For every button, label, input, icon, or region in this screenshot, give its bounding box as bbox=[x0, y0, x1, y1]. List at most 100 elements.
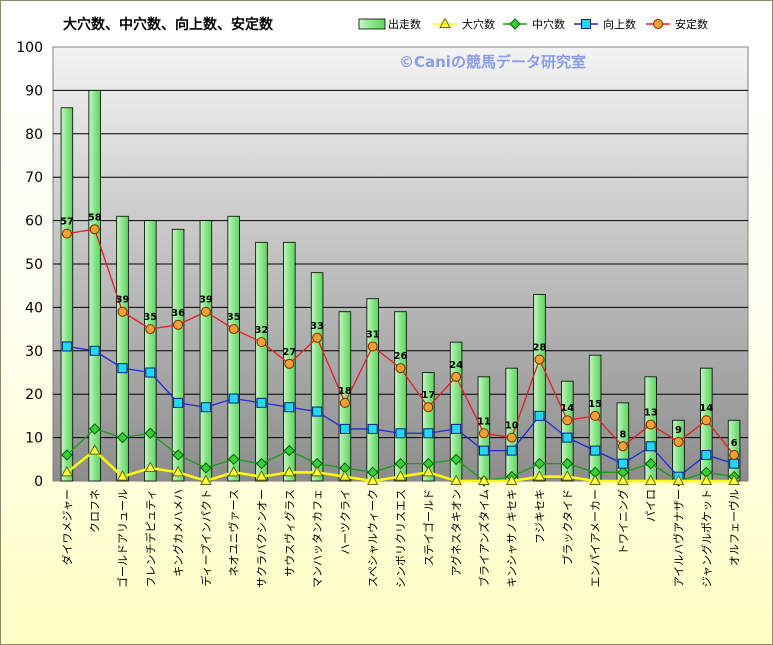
legend-swatch bbox=[358, 18, 386, 30]
point bbox=[645, 441, 656, 452]
category-label: ダイワメジャー bbox=[60, 489, 74, 565]
data-label: 6 bbox=[731, 438, 738, 449]
category-label: ゴールドアリュール bbox=[116, 489, 130, 588]
point bbox=[172, 465, 184, 477]
point bbox=[533, 457, 546, 470]
point bbox=[672, 474, 685, 485]
point bbox=[394, 470, 407, 481]
data-label: 26 bbox=[394, 351, 408, 362]
point bbox=[144, 461, 157, 472]
bar bbox=[88, 90, 101, 482]
data-label: 15 bbox=[588, 399, 602, 410]
point bbox=[534, 410, 545, 421]
data-label: 39 bbox=[199, 295, 213, 306]
legend-label: 出走数 bbox=[388, 17, 421, 31]
point bbox=[227, 465, 240, 477]
point bbox=[366, 474, 379, 485]
category-label: ブラックタイド bbox=[560, 489, 574, 566]
series-circle bbox=[61, 224, 740, 460]
y-tick-label: 20 bbox=[25, 387, 43, 403]
data-label: 17 bbox=[421, 390, 435, 401]
series-square bbox=[61, 341, 740, 482]
data-label: 18 bbox=[338, 386, 352, 397]
category-label: サクラバクシンオー bbox=[256, 489, 269, 588]
point bbox=[311, 465, 323, 477]
point bbox=[673, 436, 684, 447]
data-label: 35 bbox=[227, 312, 241, 323]
point bbox=[88, 423, 101, 435]
bar bbox=[366, 298, 379, 482]
point bbox=[284, 358, 295, 369]
series-triangle bbox=[61, 444, 740, 485]
category-label: キングカメハメハ bbox=[171, 489, 185, 577]
legend-label: 安定数 bbox=[675, 17, 708, 31]
category-label: シンボリクリスエス bbox=[395, 489, 408, 588]
data-label: 24 bbox=[449, 360, 463, 371]
data-labels: 57 58 39 35 36 39 35 32 27 33 18 31 26 17 24 11 10 28 14 15… bbox=[60, 212, 738, 449]
legend-label: 中穴数 bbox=[532, 17, 565, 31]
bar bbox=[199, 220, 213, 482]
point bbox=[451, 371, 462, 382]
legend-item: 大穴数 bbox=[433, 17, 495, 31]
point bbox=[116, 470, 129, 481]
point bbox=[478, 445, 489, 456]
category-label: トワイニング bbox=[616, 489, 630, 555]
point bbox=[227, 453, 240, 466]
legend-item: 安定数 bbox=[646, 17, 708, 31]
point bbox=[423, 428, 434, 439]
point bbox=[228, 393, 239, 404]
bar bbox=[561, 380, 574, 482]
bar bbox=[310, 272, 324, 482]
point bbox=[367, 341, 378, 352]
point bbox=[506, 432, 517, 443]
data-label: 28 bbox=[533, 342, 547, 353]
point bbox=[61, 228, 72, 239]
legend-label: 向上数 bbox=[603, 17, 636, 31]
point bbox=[478, 428, 489, 439]
category-label: ブライアンズタイム bbox=[477, 489, 491, 587]
data-label: 13 bbox=[644, 408, 658, 419]
point bbox=[173, 397, 184, 408]
category-label: ネオユニヴァース bbox=[227, 489, 241, 576]
point bbox=[590, 410, 601, 421]
point bbox=[701, 415, 712, 426]
point bbox=[653, 19, 663, 29]
data-label: 36 bbox=[171, 308, 185, 319]
point bbox=[117, 306, 128, 317]
y-tick-label: 30 bbox=[25, 344, 43, 360]
point bbox=[200, 306, 211, 317]
point bbox=[617, 474, 629, 485]
point bbox=[283, 444, 296, 457]
point bbox=[478, 474, 490, 485]
point bbox=[61, 449, 73, 461]
category-label: アイルハヴアナザー bbox=[672, 489, 686, 587]
point bbox=[450, 453, 462, 466]
y-tick-label: 50 bbox=[25, 257, 43, 273]
point bbox=[581, 19, 591, 29]
point bbox=[590, 445, 601, 456]
category-label: アグネスタキオン bbox=[449, 489, 463, 576]
point bbox=[256, 337, 267, 348]
x-axis-labels: ダイワメジャー クロフネ ゴールドアリュール フレンチデピュティ キングカメハメハ ディー… bbox=[60, 489, 741, 588]
category-label: エンパイアメーカー bbox=[589, 489, 602, 587]
point bbox=[505, 474, 518, 485]
category-label: マンハッタンカフェ bbox=[311, 489, 324, 588]
point bbox=[367, 423, 378, 434]
bar bbox=[394, 311, 407, 482]
point bbox=[701, 449, 712, 460]
point bbox=[88, 444, 101, 455]
bar bbox=[116, 215, 129, 482]
point bbox=[200, 462, 212, 474]
point bbox=[89, 345, 100, 356]
category-label: ジャングルポケット bbox=[699, 489, 713, 587]
point bbox=[450, 474, 462, 485]
category-label: フジキセキ bbox=[534, 489, 547, 544]
category-label: スペシャルウィーク bbox=[367, 489, 380, 587]
bar bbox=[171, 228, 185, 482]
point bbox=[561, 457, 574, 470]
category-label: キンシャサノキセキ bbox=[506, 489, 519, 587]
point bbox=[255, 470, 268, 481]
point bbox=[534, 354, 545, 365]
chart-title: 大穴数、中穴数、向上数、安定数 bbox=[63, 16, 274, 33]
point bbox=[439, 17, 451, 28]
